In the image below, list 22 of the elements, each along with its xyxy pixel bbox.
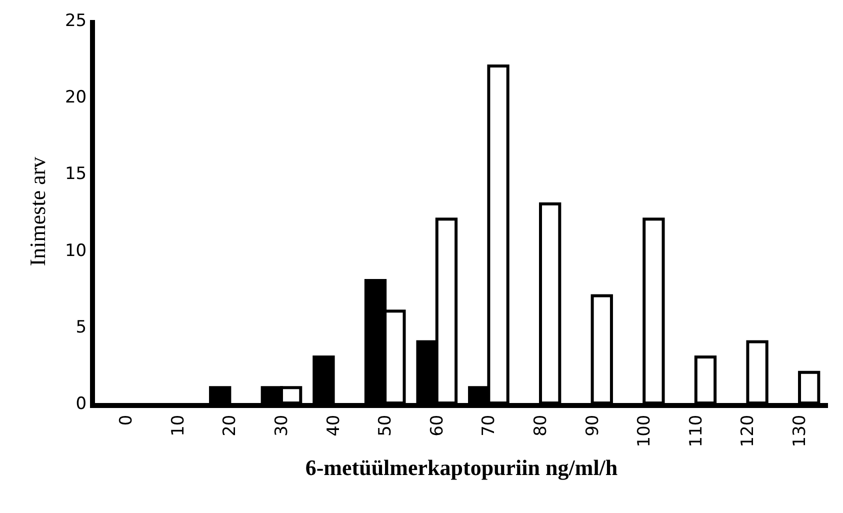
x-tick-label: 90 <box>582 414 603 436</box>
x-tick-label: 50 <box>376 414 396 436</box>
y-tick-label: 15 <box>64 164 87 184</box>
x-axis-title: 6-metüülmerkaptopuriin ng/ml/h <box>305 455 618 480</box>
x-tick-label: 130 <box>790 414 810 448</box>
x-tick-label: 100 <box>634 414 655 448</box>
x-tick-label: 0 <box>116 414 137 426</box>
y-tick-label: 5 <box>76 317 87 338</box>
y-tick-label: 25 <box>64 10 87 31</box>
y-axis-title: Inimeste arv <box>24 156 50 266</box>
y-tick-label: 0 <box>76 394 87 414</box>
x-tick-label: 60 <box>427 414 448 436</box>
x-tick-label: 40 <box>324 414 344 436</box>
x-tick-label: 10 <box>168 414 188 436</box>
x-tick-label: 120 <box>738 414 758 448</box>
x-tick-label: 20 <box>220 414 240 436</box>
x-tick-label: 80 <box>531 414 552 436</box>
y-tick-label: 10 <box>64 240 87 261</box>
x-tick-label: 30 <box>272 414 292 436</box>
y-tick-label: 20 <box>64 88 87 108</box>
x-tick-label: 70 <box>479 414 500 436</box>
x-tick-label: 110 <box>686 414 706 448</box>
